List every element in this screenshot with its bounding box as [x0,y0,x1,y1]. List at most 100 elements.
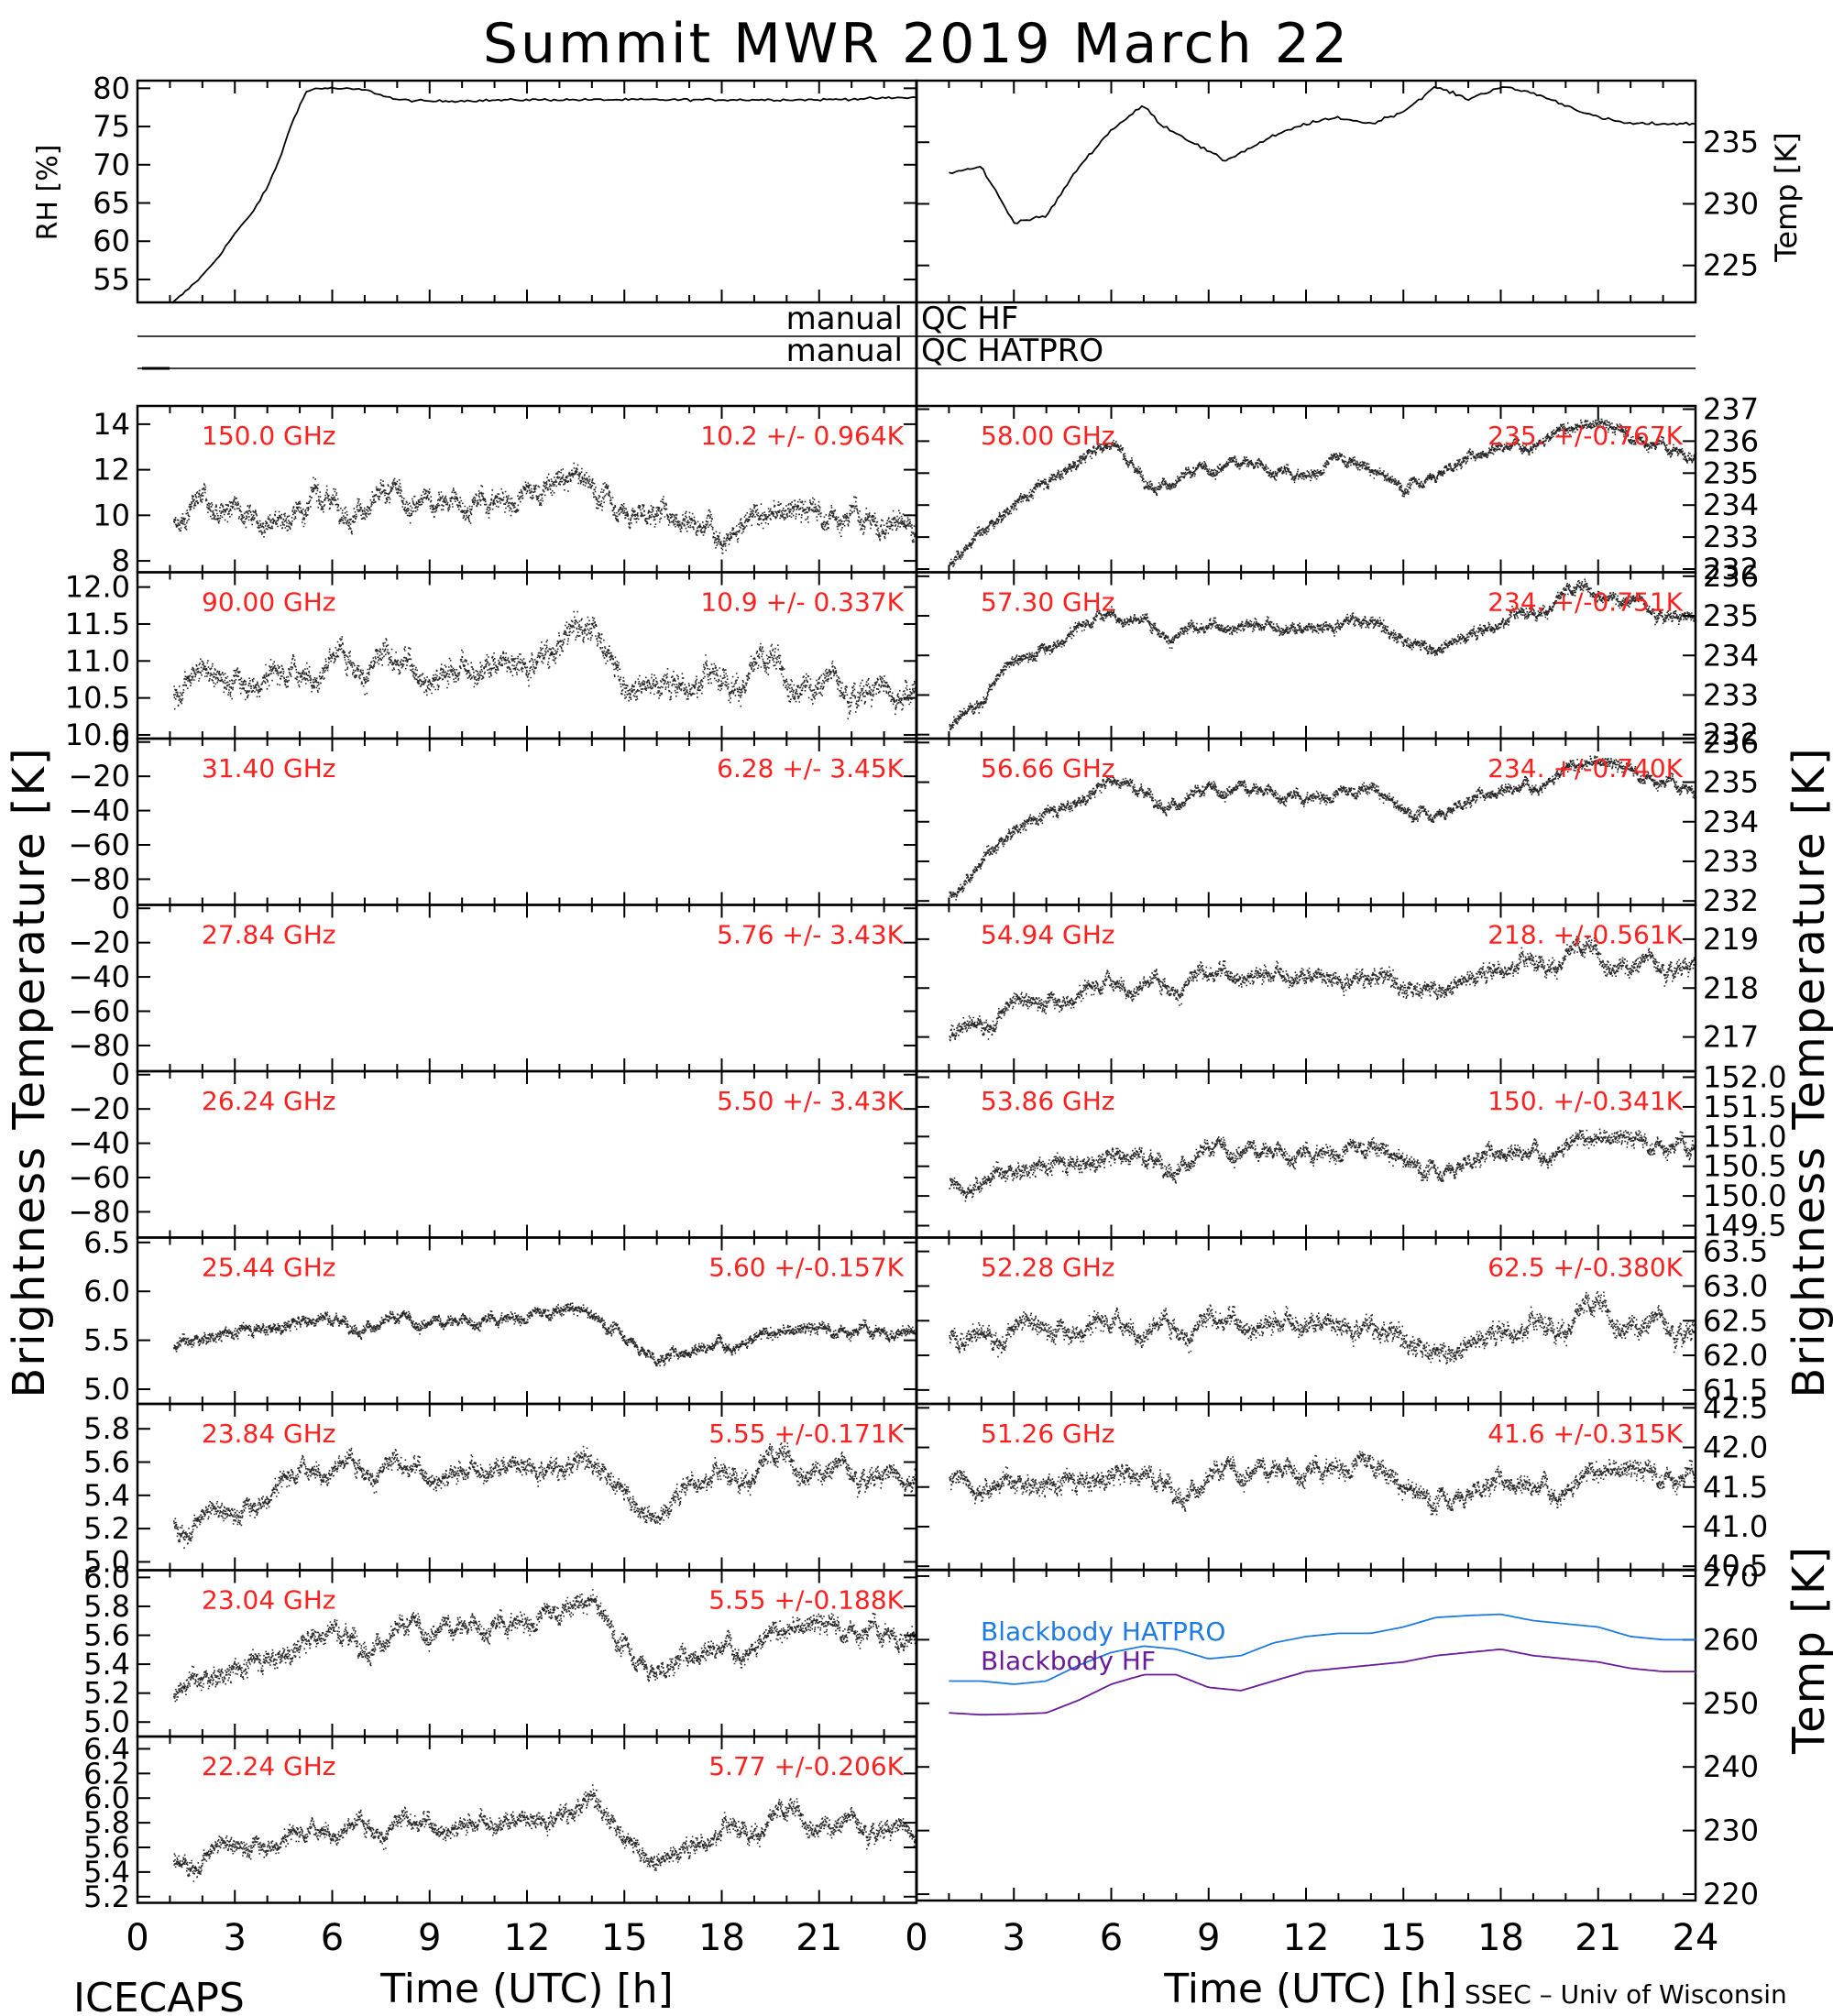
left-2304-ytick-2: 5.4 [83,1647,130,1682]
right-5730-stat-label: 234. +/-0.751K [1487,587,1683,618]
left-2784-ytick-4: −80 [68,1028,130,1063]
x-axis-label-left: Time (UTC) [h] [379,1966,673,2012]
rh-panel-frame [136,79,918,304]
right-5494-ytick-1: 218 [1703,970,1759,1005]
right-5800-ytick-4: 236 [1703,423,1759,458]
left-2784-ytick-0: 0 [112,891,130,926]
left-2624-frequency-label: 26.24 GHz [202,1086,336,1116]
right-5228-frequency-label: 52.28 GHz [981,1253,1115,1283]
right-5494-frequency-label: 54.94 GHz [981,920,1115,950]
right-5126-frequency-label: 51.26 GHz [981,1419,1115,1449]
x-tick-right-8: 24 [1673,1917,1719,1959]
x-tick-left-7: 21 [796,1917,842,1959]
x-tick-right-7: 21 [1575,1917,1621,1959]
right-5494-stat-label: 218. +/-0.561K [1487,920,1683,950]
right-5800-stat-label: 235. +/-0.767K [1487,421,1683,451]
left-2304-ytick-0: 5.0 [83,1704,130,1739]
x-tick-left-2: 6 [321,1917,344,1959]
right-5386-ytick-5: 152.0 [1703,1059,1787,1094]
left-2224-ytick-5: 6.2 [83,1756,130,1791]
left-2384-ytick-3: 5.6 [83,1445,130,1480]
left-2784-frequency-label: 27.84 GHz [202,920,336,950]
right-5228-ytick-4: 63.5 [1703,1234,1768,1269]
qc-hf-left-label: manual [786,301,903,337]
right-5386-points [949,1128,1697,1202]
x-tick-right-1: 3 [1003,1917,1026,1959]
rh-ytick-5: 80 [93,71,130,105]
right-5228-points [949,1291,1697,1364]
right-5386-ytick-4: 151.5 [1703,1090,1787,1124]
left-2224-ytick-3: 5.8 [83,1805,130,1840]
temp-ytick-1: 230 [1703,186,1759,221]
right-5666-ytick-2: 234 [1703,805,1759,839]
left-2624-ytick-1: −20 [68,1091,130,1126]
left-9000-ytick-1: 10.5 [65,681,130,716]
left-2624-ytick-3: −60 [68,1160,130,1195]
right-5800-ytick-5: 237 [1703,391,1759,426]
qc-hf-right-label: QC HF [921,301,1018,337]
right-brightness-temperature-label: Brightness Temperature [K] [1784,746,1833,1397]
right-5800-ytick-3: 235 [1703,455,1759,490]
right-5228-ytick-1: 62.0 [1703,1338,1768,1373]
left-2624-stat-label: 5.50 +/- 3.43K [717,1086,904,1116]
left-3140-ytick-4: −80 [68,861,130,896]
left-2304-ytick-4: 5.8 [83,1589,130,1624]
left-2304-ytick-1: 5.2 [83,1676,130,1711]
right-5386-ytick-3: 151.0 [1703,1119,1787,1154]
right-5800-ytick-2: 234 [1703,488,1759,522]
right-5228-stat-label: 62.5 +/-0.380K [1487,1253,1683,1283]
qc-strip: manual QC HF manual QC HATPRO [137,301,1696,403]
right-5228-ytick-0: 61.5 [1703,1373,1768,1408]
x-tick-left-3: 9 [418,1917,441,1959]
left-2224-stat-label: 5.77 +/-0.206K [708,1751,904,1781]
left-1500-points [173,462,918,554]
right-5730-ytick-4: 236 [1703,559,1759,594]
blackbody-hf-label: Blackbody HF [981,1646,1156,1676]
x-tick-left-6: 18 [698,1917,745,1959]
right-5494-ytick-2: 219 [1703,922,1759,957]
blackbody-ytick-4: 260 [1703,1622,1759,1657]
right-5666-ytick-1: 233 [1703,844,1759,879]
left-brightness-temperature-label: Brightness Temperature [K] [4,746,55,1397]
x-tick-left-4: 12 [504,1917,551,1959]
right-5666-ytick-3: 235 [1703,765,1759,800]
temp-ytick-2: 235 [1703,125,1759,159]
left-2544-stat-label: 5.60 +/-0.157K [708,1253,904,1283]
x-tick-right-3: 9 [1197,1917,1220,1959]
left-2384-points [173,1442,918,1549]
rh-ytick-1: 60 [93,224,130,258]
right-5730-ytick-2: 234 [1703,638,1759,673]
left-2224-ytick-0: 5.2 [83,1879,130,1914]
x-tick-right-2: 6 [1100,1917,1123,1959]
blackbody-series-1 [949,1648,1696,1716]
left-2784-ytick-3: −60 [68,994,130,1029]
left-9000-stat-label: 10.9 +/- 0.337K [700,587,904,618]
right-5126-ytick-2: 41.5 [1703,1470,1768,1505]
x-tick-left-5: 15 [601,1917,648,1959]
rh-ytick-3: 70 [93,148,130,182]
left-9000-ytick-2: 11.0 [65,643,130,678]
x-tick-right-0: 0 [905,1917,927,1959]
x-tick-right-5: 15 [1380,1917,1427,1959]
left-2544-ytick-3: 6.5 [83,1225,130,1260]
left-2304-points [173,1589,918,1703]
left-2304-ytick-3: 5.6 [83,1618,130,1653]
right-5386-frequency-label: 53.86 GHz [981,1086,1115,1116]
blackbody-temp-axis-label: Temp [K] [1784,1545,1833,1755]
right-5730-ytick-1: 233 [1703,677,1759,712]
right-5126-ytick-1: 41.0 [1703,1509,1768,1544]
right-5730-ytick-3: 235 [1703,598,1759,633]
left-1500-ytick-1: 10 [93,498,130,532]
blackbody-ytick-5: 270 [1703,1559,1759,1594]
left-2544-ytick-1: 5.5 [83,1323,130,1358]
right-5494-ytick-0: 217 [1703,1020,1759,1055]
left-9000-frequency-label: 90.00 GHz [202,587,336,618]
left-2384-ytick-4: 5.8 [83,1411,130,1446]
qc-hatpro-right-label: QC HATPRO [921,333,1103,369]
left-2544-ytick-2: 6.0 [83,1274,130,1309]
right-5666-frequency-label: 56.66 GHz [981,753,1115,783]
right-5386-ytick-2: 150.5 [1703,1149,1787,1184]
left-1500-ytick-0: 8 [112,543,130,578]
right-5126-stat-label: 41.6 +/-0.315K [1487,1419,1683,1449]
left-2384-ytick-0: 5.0 [83,1544,130,1579]
